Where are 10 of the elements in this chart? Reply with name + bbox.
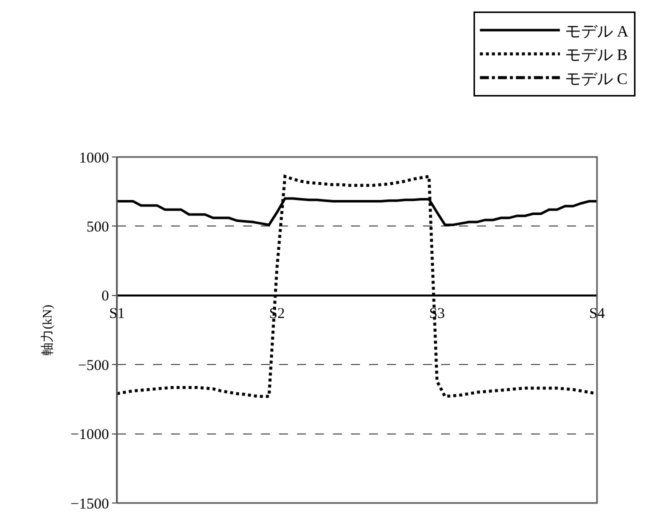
y-axis-title: 軸力(kN) [39,304,54,356]
legend-label: モデル A [564,23,629,40]
legend-label: モデル C [564,70,628,88]
y-tick-label: −500 [78,358,109,374]
y-tick-label: −1500 [70,496,109,512]
y-tick-label: 500 [86,219,109,236]
y-tick-label: 1000 [79,150,109,166]
legend-label: モデル B [564,47,628,64]
y-tick-label: −1000 [70,427,109,444]
y-tick-label: 0 [102,288,109,305]
